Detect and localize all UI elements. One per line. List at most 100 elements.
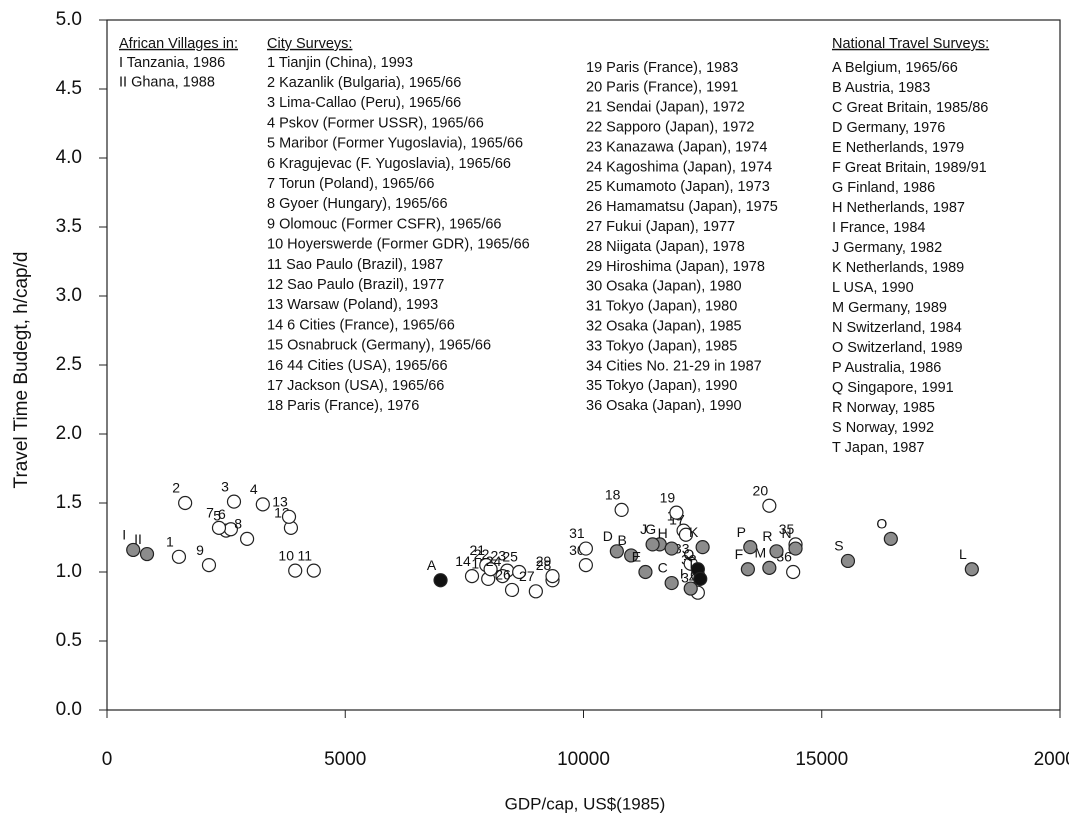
y-tick-label: 4.0 bbox=[56, 147, 82, 168]
legend-entry: 15 Osnabruck (Germany), 1965/66 bbox=[267, 338, 491, 354]
legend-entry: 25 Kumamoto (Japan), 1973 bbox=[586, 179, 770, 195]
point-label: 2 bbox=[172, 480, 180, 496]
legend-entry: G Finland, 1986 bbox=[832, 180, 935, 196]
point-label: 6 bbox=[218, 506, 226, 522]
point-label: 24 bbox=[486, 553, 502, 569]
legend-entry: 9 Olomouc (Former CSFR), 1965/66 bbox=[267, 216, 502, 232]
legend-entry: 8 Gyoer (Hungary), 1965/66 bbox=[267, 196, 448, 212]
y-tick-label: 2.5 bbox=[56, 354, 82, 375]
point-label: G bbox=[645, 521, 656, 537]
point bbox=[126, 542, 141, 558]
point-label: 9 bbox=[196, 542, 204, 558]
point-label: H bbox=[658, 525, 668, 541]
legend-entry: T Japan, 1987 bbox=[832, 440, 924, 456]
legend-entry: P Australia, 1986 bbox=[832, 360, 941, 376]
x-axis-title: GDP/cap, US$(1985) bbox=[505, 794, 666, 813]
point bbox=[504, 582, 520, 598]
point bbox=[483, 562, 498, 577]
point-label: L bbox=[959, 546, 967, 562]
legend-entry: J Germany, 1982 bbox=[832, 240, 942, 256]
x-tick-label: 15000 bbox=[795, 749, 848, 770]
legend-entry: 4 Pskov (Former USSR), 1965/66 bbox=[267, 115, 484, 131]
point-label: D bbox=[603, 528, 613, 544]
legend-entry: B Austria, 1983 bbox=[832, 80, 930, 96]
legend-entry: 30 Osaka (Japan), 1980 bbox=[586, 279, 742, 295]
legend-entry: 32 Osaka (Japan), 1985 bbox=[586, 319, 742, 335]
point bbox=[683, 581, 698, 596]
x-tick-label: 20000 bbox=[1034, 749, 1069, 770]
point-label: T bbox=[687, 556, 696, 572]
point bbox=[201, 557, 217, 573]
x-tick-label: 5000 bbox=[324, 749, 366, 770]
legend-entry: II Ghana, 1988 bbox=[119, 74, 215, 90]
point bbox=[762, 498, 777, 513]
point bbox=[578, 557, 593, 573]
point bbox=[645, 537, 660, 552]
y-tick-label: 1.0 bbox=[56, 561, 82, 582]
legend-entry: K Netherlands, 1989 bbox=[832, 260, 964, 276]
point bbox=[664, 541, 679, 556]
legend-heading: National Travel Surveys: bbox=[832, 36, 989, 52]
point-label: II bbox=[134, 531, 142, 547]
x-tick-label: 0 bbox=[102, 749, 113, 770]
point bbox=[883, 531, 898, 546]
point bbox=[578, 541, 593, 556]
y-tick-label: 3.0 bbox=[56, 285, 82, 306]
point bbox=[288, 563, 303, 578]
legend-entry: D Germany, 1976 bbox=[832, 120, 945, 136]
point-label: E bbox=[632, 549, 641, 565]
legend-entry: H Netherlands, 1987 bbox=[832, 200, 965, 216]
point bbox=[464, 569, 480, 584]
y-axis-title: Travel Time Budegt, h/cap/d bbox=[11, 252, 32, 489]
legend-entry: A Belgium, 1965/66 bbox=[832, 60, 958, 76]
point-label: 18 bbox=[605, 487, 621, 503]
legend-entry: 20 Paris (France), 1991 bbox=[586, 80, 738, 96]
point-label: 10 bbox=[278, 547, 294, 563]
point-label: I bbox=[122, 527, 126, 543]
point bbox=[664, 575, 679, 591]
point-label: F bbox=[735, 546, 744, 562]
legend-heading: African Villages in: bbox=[119, 36, 238, 52]
legend-entry: L USA, 1990 bbox=[832, 280, 914, 296]
point-label: 27 bbox=[519, 568, 535, 584]
point-label: B bbox=[617, 532, 626, 548]
point-label: 22 bbox=[474, 546, 490, 562]
legend-entry: 31 Tokyo (Japan), 1980 bbox=[586, 299, 737, 315]
y-tick-label: 5.0 bbox=[56, 9, 82, 30]
point bbox=[695, 540, 710, 555]
legend-entry: 27 Fukui (Japan), 1977 bbox=[586, 219, 735, 235]
point-label: 21 bbox=[470, 542, 486, 558]
legend-entry: 35 Tokyo (Japan), 1990 bbox=[586, 378, 737, 394]
legend-entry: M Germany, 1989 bbox=[832, 300, 947, 316]
point bbox=[306, 563, 321, 578]
point-label: 33 bbox=[674, 540, 690, 556]
legend-entry: 5 Maribor (Former Yugoslavia), 1965/66 bbox=[267, 136, 523, 152]
point-label: 3 bbox=[221, 478, 229, 494]
point bbox=[788, 541, 803, 556]
legend-entry: 10 Hoyerswerde (Former GDR), 1965/66 bbox=[267, 237, 530, 253]
point-label: 1 bbox=[166, 534, 174, 550]
point-label: C bbox=[658, 560, 668, 576]
point bbox=[255, 497, 270, 512]
legend-entry: 13 Warsaw (Poland), 1993 bbox=[267, 297, 438, 313]
point bbox=[769, 544, 784, 559]
legend-entry: 11 Sao Paulo (Brazil), 1987 bbox=[267, 257, 443, 273]
legend-entry: 16 44 Cities (USA), 1965/66 bbox=[267, 358, 448, 374]
point-label: K bbox=[689, 524, 699, 540]
point-label: I bbox=[680, 565, 684, 581]
point-label: 19 bbox=[660, 489, 676, 505]
legend-entry: 22 Sapporo (Japan), 1972 bbox=[586, 120, 755, 136]
point-label: S bbox=[834, 538, 843, 554]
point bbox=[239, 531, 255, 546]
legend-entry: 3 Lima-Callao (Peru), 1965/66 bbox=[267, 95, 461, 111]
legend-entry: S Norway, 1992 bbox=[832, 420, 934, 436]
point-label: A bbox=[427, 557, 437, 573]
legend-entry: 1 Tianjin (China), 1993 bbox=[267, 55, 413, 71]
y-tick-label: 0.5 bbox=[56, 630, 82, 651]
point-label: 23 bbox=[490, 547, 506, 563]
point bbox=[171, 549, 187, 564]
y-tick-label: 3.5 bbox=[56, 216, 82, 237]
legend-entry: 17 Jackson (USA), 1965/66 bbox=[267, 378, 444, 394]
legend-entry: 21 Sendai (Japan), 1972 bbox=[586, 100, 745, 116]
y-tick-label: 0.0 bbox=[56, 699, 82, 720]
